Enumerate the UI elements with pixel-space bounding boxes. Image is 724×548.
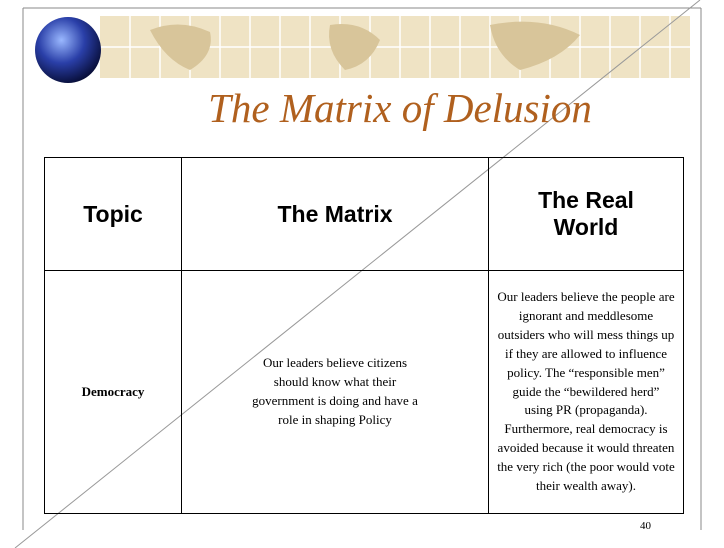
header-cell: The Matrix bbox=[181, 157, 489, 271]
row: Democracy Our leaders believe citizens s… bbox=[44, 270, 684, 514]
table: Topic The Matrix The Real World Democrac… bbox=[44, 157, 684, 514]
header-cell: Topic bbox=[44, 157, 182, 271]
page-number: 40 bbox=[640, 520, 651, 532]
title: The Matrix of Delusion bbox=[208, 85, 592, 131]
cell: Our leaders believe the people are ignor… bbox=[488, 270, 684, 514]
globe bbox=[35, 17, 101, 83]
banner-continents bbox=[150, 21, 580, 71]
header-cell: The Real World bbox=[488, 157, 684, 271]
header-row: Topic The Matrix The Real World bbox=[44, 157, 684, 271]
cell: Our leaders believe citizens should know… bbox=[181, 270, 489, 514]
cell: Democracy bbox=[44, 270, 182, 514]
